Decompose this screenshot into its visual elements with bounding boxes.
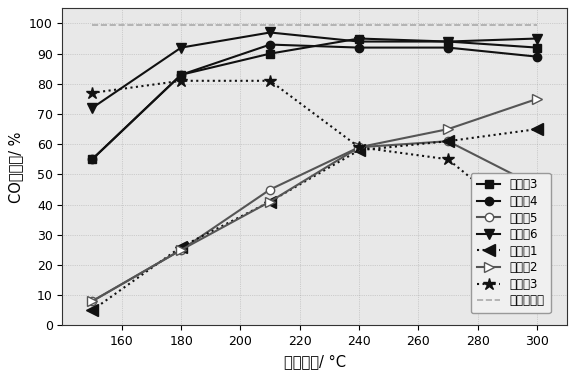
实施例5 xyxy=(89,299,95,303)
Line: 实施例6: 实施例6 xyxy=(87,28,542,113)
对比例1 xyxy=(267,199,274,204)
Line: 实施例5: 实施例5 xyxy=(88,137,541,305)
实施例5 xyxy=(444,139,451,144)
实施例4 xyxy=(534,54,540,59)
实施例3 xyxy=(534,45,540,50)
Line: 对比例3: 对比例3 xyxy=(86,75,543,238)
对比例2 xyxy=(534,97,540,101)
实施例6 xyxy=(355,39,362,44)
实施例3 xyxy=(444,39,451,44)
实施例4 xyxy=(178,72,185,77)
对比例1 xyxy=(89,308,95,313)
对比例1 xyxy=(534,127,540,131)
实施例4 xyxy=(444,45,451,50)
对比例3 xyxy=(444,157,451,162)
Legend: 实施例3, 实施例4, 实施例5, 实施例6, 对比例1, 对比例2, 对比例3, 平衡转化率: 实施例3, 实施例4, 实施例5, 实施例6, 对比例1, 对比例2, 对比例3… xyxy=(471,173,551,313)
对比例3 xyxy=(89,90,95,95)
实施例4 xyxy=(267,42,274,47)
Line: 对比例1: 对比例1 xyxy=(87,124,543,316)
对比例3 xyxy=(178,78,185,83)
对比例2 xyxy=(178,248,185,252)
实施例3 xyxy=(89,157,95,162)
实施例3 xyxy=(355,36,362,41)
实施例6 xyxy=(444,39,451,44)
平衡转化率 xyxy=(444,23,451,27)
对比例2 xyxy=(444,127,451,131)
对比例1 xyxy=(178,245,185,249)
对比例3 xyxy=(267,78,274,83)
Line: 对比例2: 对比例2 xyxy=(87,94,542,306)
对比例2 xyxy=(355,145,362,150)
实施例6 xyxy=(178,45,185,50)
平衡转化率 xyxy=(355,23,362,27)
X-axis label: 反应温度/ °C: 反应温度/ °C xyxy=(283,354,346,369)
对比例1 xyxy=(444,139,451,144)
Y-axis label: CO转化率/ %: CO转化率/ % xyxy=(8,131,24,202)
实施例5 xyxy=(355,145,362,150)
对比例1 xyxy=(355,148,362,153)
实施例4 xyxy=(89,157,95,162)
实施例5 xyxy=(267,187,274,192)
对比例2 xyxy=(89,299,95,303)
平衡转化率 xyxy=(89,23,95,27)
Line: 实施例3: 实施例3 xyxy=(88,34,541,164)
实施例4 xyxy=(355,45,362,50)
实施例5 xyxy=(534,184,540,189)
平衡转化率 xyxy=(534,23,540,27)
实施例3 xyxy=(267,51,274,56)
实施例6 xyxy=(267,30,274,35)
实施例6 xyxy=(534,36,540,41)
实施例5 xyxy=(178,248,185,252)
Line: 实施例4: 实施例4 xyxy=(88,40,541,164)
平衡转化率 xyxy=(267,23,274,27)
实施例6 xyxy=(89,106,95,110)
平衡转化率 xyxy=(178,23,185,27)
对比例3 xyxy=(355,145,362,150)
实施例3 xyxy=(178,72,185,77)
对比例2 xyxy=(267,199,274,204)
对比例3 xyxy=(534,230,540,234)
